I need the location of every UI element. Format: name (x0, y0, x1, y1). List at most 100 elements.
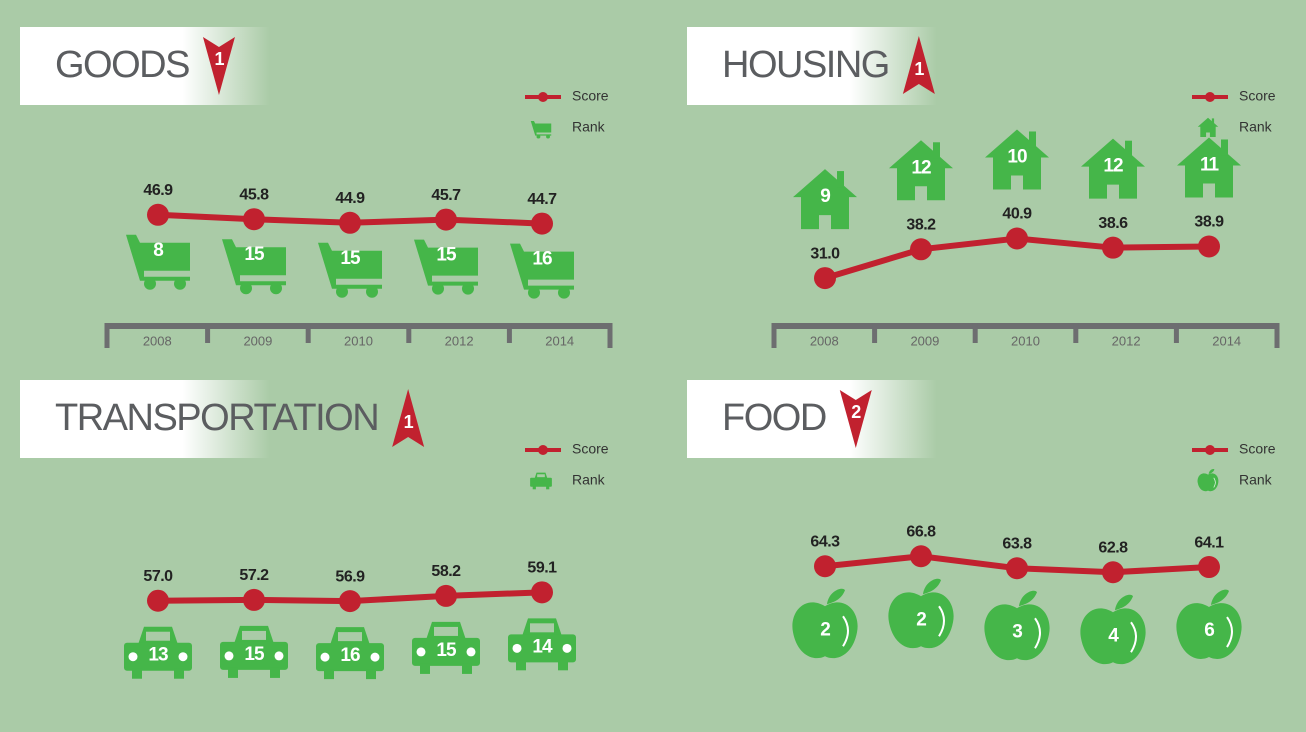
rank-icon (1081, 138, 1145, 199)
rank-label: 15 (244, 244, 265, 265)
car-window (530, 623, 554, 633)
year-label: 2009 (910, 333, 939, 348)
car-light (178, 652, 188, 662)
score-dot (814, 555, 836, 578)
timeline (107, 323, 610, 329)
legend-label: Rank (572, 119, 606, 135)
rank-icon-part (220, 641, 288, 670)
score-label: 45.7 (431, 187, 461, 204)
score-label: 62.8 (1098, 539, 1128, 556)
apple-shine (842, 615, 849, 647)
rank-icon-part (933, 142, 940, 159)
rank-icon (1177, 137, 1241, 198)
timeline-tick (1274, 323, 1280, 348)
rank-label: 12 (911, 157, 931, 178)
legend-label: Score (572, 441, 609, 457)
rank-icon-part (174, 277, 186, 290)
score-dot (1198, 235, 1220, 258)
rank-icon-part (432, 282, 444, 295)
year-label: 2012 (445, 333, 474, 348)
panel: FOOD 2 Score Rank 64.3 2 66.8 2 63.8 3 62.8 4 64.1 6 (687, 380, 1276, 665)
rank-icon-part (414, 239, 478, 286)
rank-icon-part (132, 668, 142, 679)
score-dot (1102, 561, 1124, 584)
rank-icon-part (144, 277, 156, 290)
rank-icon-part (240, 282, 252, 295)
score-label: 40.9 (1002, 206, 1032, 223)
score-dot (339, 590, 361, 613)
year-label: 2012 (1112, 333, 1141, 348)
rank-icon-part (528, 286, 540, 299)
rank-icon-part (1019, 590, 1037, 607)
rank-label: 11 (1200, 154, 1220, 175)
legend-icon-part (546, 134, 550, 139)
legend-icon-part (546, 486, 550, 490)
car-light (466, 647, 476, 657)
rank-icon-part (1211, 589, 1229, 606)
car-window (146, 631, 170, 641)
legend-dot (1205, 92, 1215, 102)
legend-icon-part (1211, 118, 1215, 124)
timeline-tick (406, 323, 412, 343)
legend-icon (1197, 469, 1219, 492)
title-box (687, 380, 937, 458)
rank-icon-part (228, 667, 238, 678)
apple-shine (1226, 616, 1233, 648)
score-label: 56.9 (335, 568, 365, 585)
rank-label: 15 (436, 245, 457, 266)
rank-icon (888, 578, 954, 649)
score-dot (435, 584, 457, 607)
timeline-tick (607, 323, 613, 348)
rank-icon-part (324, 669, 334, 680)
score-label: 38.6 (1098, 215, 1128, 232)
score-label: 64.1 (1194, 534, 1224, 551)
rank-icon-part (508, 634, 576, 663)
rank-change-arrow (392, 389, 425, 447)
rank-icon (316, 627, 384, 680)
legend-icon (530, 472, 552, 490)
score-dot (910, 545, 932, 568)
legend-dot (538, 92, 548, 102)
score-dot (1198, 556, 1220, 579)
legend-dot (538, 445, 548, 455)
rank-icon-part (270, 667, 280, 678)
car-light (562, 643, 572, 653)
rank-icon (792, 588, 858, 659)
legend-icon (530, 120, 552, 139)
legend-label: Score (572, 88, 609, 104)
car-window (537, 474, 545, 478)
timeline-tick (972, 323, 978, 343)
rank-label: 15 (340, 248, 361, 269)
score-label: 63.8 (1002, 535, 1032, 552)
legend-icon-part (530, 120, 552, 136)
rank-change: 1 (914, 59, 924, 79)
rank-icon (124, 626, 192, 679)
rank-icon (984, 590, 1050, 661)
rank-icon-part (316, 643, 384, 672)
score-dot (1006, 227, 1028, 250)
score-label: 64.3 (810, 533, 840, 550)
rank-icon-part (222, 239, 286, 286)
apple-shine (1213, 477, 1216, 488)
rank-icon-part (923, 578, 941, 595)
rank-icon-part (516, 660, 526, 671)
car-light (370, 652, 380, 662)
timeline-tick (305, 323, 311, 343)
score-label: 59.1 (527, 560, 557, 577)
rank-icon (126, 234, 190, 290)
score-label: 46.9 (143, 182, 173, 199)
score-dot (147, 203, 169, 226)
rank-change: 1 (214, 49, 224, 69)
rank-icon-part (984, 604, 1050, 661)
year-label: 2008 (810, 333, 839, 348)
rank-icon-part (1125, 140, 1132, 157)
score-label: 57.2 (239, 567, 269, 584)
legend-label: Score (1239, 441, 1276, 457)
rank-icon-part (366, 285, 378, 298)
panel-title: FOOD (722, 397, 826, 439)
rank-label: 8 (153, 240, 163, 261)
panel-title: HOUSING (722, 44, 889, 86)
legend-label: Score (1239, 88, 1276, 104)
car-window (242, 630, 266, 640)
